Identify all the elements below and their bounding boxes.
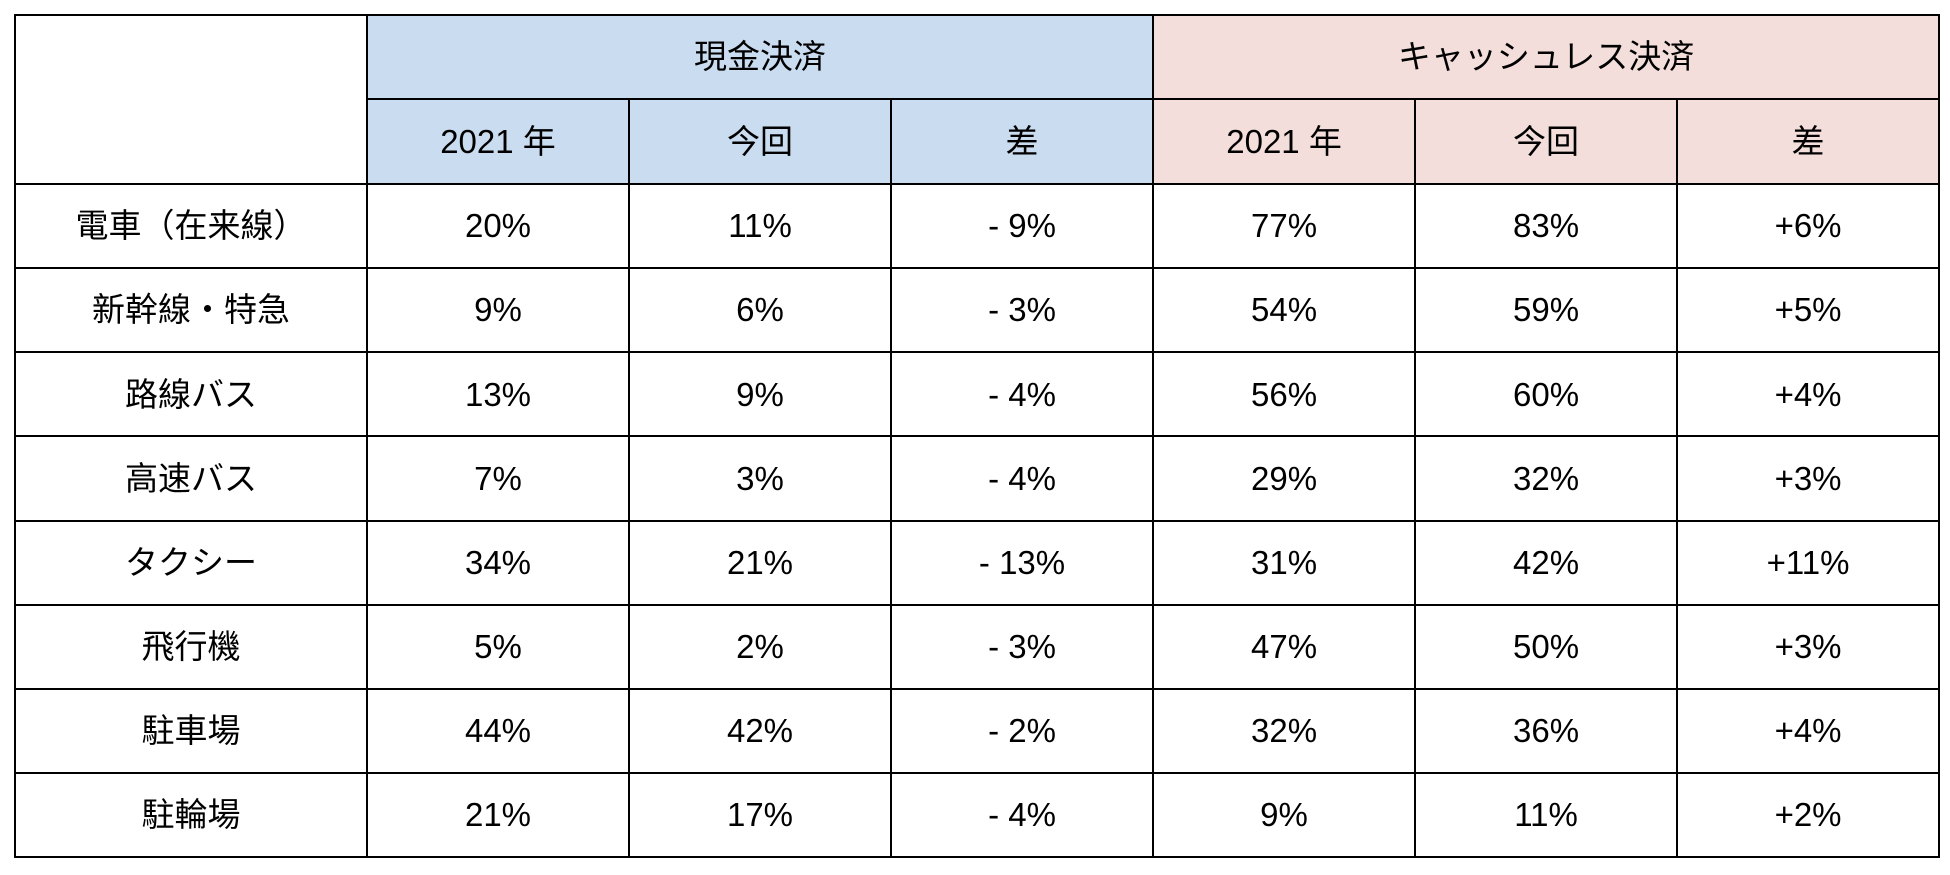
table-row-shinkansen: 新幹線・特急 9% 6% - 3% 54% 59% +5% [14, 267, 1941, 354]
cell-cashless-2021: 31% [1152, 519, 1417, 606]
cell-cashless-diff: +5% [1676, 267, 1941, 354]
row-label: 路線バス [14, 351, 368, 438]
table-row-bicycle-parking: 駐輪場 21% 17% - 4% 9% 11% +2% [14, 771, 1941, 859]
cell-cashless-diff: +3% [1676, 603, 1941, 690]
cell-cashless-now: 83% [1414, 182, 1679, 270]
cell-cash-diff: - 3% [889, 603, 1155, 690]
cell-cash-2021: 21% [366, 771, 630, 859]
cell-cashless-2021: 32% [1152, 687, 1417, 774]
cell-cash-2021: 44% [366, 687, 630, 774]
row-label: 駐輪場 [14, 771, 368, 859]
cell-cash-diff: - 9% [889, 182, 1155, 270]
row-label: 電車（在来線） [14, 182, 368, 270]
cell-cashless-2021: 29% [1152, 435, 1417, 522]
cell-cash-2021: 13% [366, 351, 630, 438]
row-label: 新幹線・特急 [14, 267, 368, 354]
cell-cashless-2021: 47% [1152, 603, 1417, 690]
cell-cashless-diff: +3% [1676, 435, 1941, 522]
cell-cash-now: 6% [628, 267, 892, 354]
cell-cashless-now: 11% [1414, 771, 1679, 859]
table-row-local-bus: 路線バス 13% 9% - 4% 56% 60% +4% [14, 351, 1941, 438]
cell-cash-diff: - 4% [889, 435, 1155, 522]
table-row-airplane: 飛行機 5% 2% - 3% 47% 50% +3% [14, 603, 1941, 690]
cell-cash-now: 9% [628, 351, 892, 438]
cell-cashless-2021: 77% [1152, 182, 1417, 270]
row-label: タクシー [14, 519, 368, 606]
cell-cashless-now: 60% [1414, 351, 1679, 438]
cell-cashless-diff: +6% [1676, 182, 1941, 270]
cell-cash-2021: 20% [366, 182, 630, 270]
table-row-train-local: 電車（在来線） 20% 11% - 9% 77% 83% +6% [14, 182, 1941, 270]
cell-cashless-diff: +11% [1676, 519, 1941, 606]
cell-cash-2021: 5% [366, 603, 630, 690]
group-header-cash: 現金決済 [365, 14, 1155, 100]
subheader-cash-now: 今回 [628, 98, 892, 185]
table-row-taxi: タクシー 34% 21% - 13% 31% 42% +11% [14, 519, 1941, 606]
subheader-cash-diff: 差 [889, 98, 1155, 185]
table-row-parking-lot: 駐車場 44% 42% - 2% 32% 36% +4% [14, 687, 1941, 774]
group-header-cashless: キャッシュレス決済 [1152, 14, 1941, 100]
cell-cash-now: 11% [628, 182, 892, 270]
subheader-cashless-now: 今回 [1414, 98, 1679, 185]
cell-cashless-now: 36% [1414, 687, 1679, 774]
table-row-highway-bus: 高速バス 7% 3% - 4% 29% 32% +3% [14, 435, 1941, 522]
cell-cashless-2021: 9% [1152, 771, 1417, 859]
row-label: 駐車場 [14, 687, 368, 774]
group-header-row: 現金決済 キャッシュレス決済 [14, 14, 1941, 185]
cell-cash-now: 3% [628, 435, 892, 522]
cell-cash-2021: 7% [366, 435, 630, 522]
cell-cash-2021: 34% [366, 519, 630, 606]
cell-cashless-diff: +4% [1676, 351, 1941, 438]
cell-cashless-2021: 56% [1152, 351, 1417, 438]
cell-cash-now: 2% [628, 603, 892, 690]
cell-cashless-now: 59% [1414, 267, 1679, 354]
row-label: 高速バス [14, 435, 368, 522]
subheader-cashless-2021: 2021 年 [1152, 98, 1417, 185]
subheader-cash-2021: 2021 年 [366, 98, 630, 185]
corner-cell [14, 14, 368, 185]
cell-cash-diff: - 4% [889, 351, 1155, 438]
sub-header-row: 2021 年 今回 差 2021 年 今回 差 [15, 98, 1941, 185]
payment-method-table: 現金決済 キャッシュレス決済 2021 年 今回 差 2021 年 今回 差 電… [14, 14, 1941, 859]
cell-cashless-diff: +2% [1676, 771, 1941, 859]
cell-cashless-now: 32% [1414, 435, 1679, 522]
cell-cash-diff: - 4% [889, 771, 1155, 859]
cell-cash-diff: - 2% [889, 687, 1155, 774]
cell-cash-2021: 9% [366, 267, 630, 354]
cell-cashless-now: 42% [1414, 519, 1679, 606]
cell-cashless-2021: 54% [1152, 267, 1417, 354]
cell-cash-now: 17% [628, 771, 892, 859]
subheader-cashless-diff: 差 [1676, 98, 1941, 185]
cell-cashless-now: 50% [1414, 603, 1679, 690]
cell-cash-now: 21% [628, 519, 892, 606]
cell-cash-now: 42% [628, 687, 892, 774]
row-label: 飛行機 [14, 603, 368, 690]
cell-cash-diff: - 3% [889, 267, 1155, 354]
cell-cashless-diff: +4% [1676, 687, 1941, 774]
cell-cash-diff: - 13% [889, 519, 1155, 606]
